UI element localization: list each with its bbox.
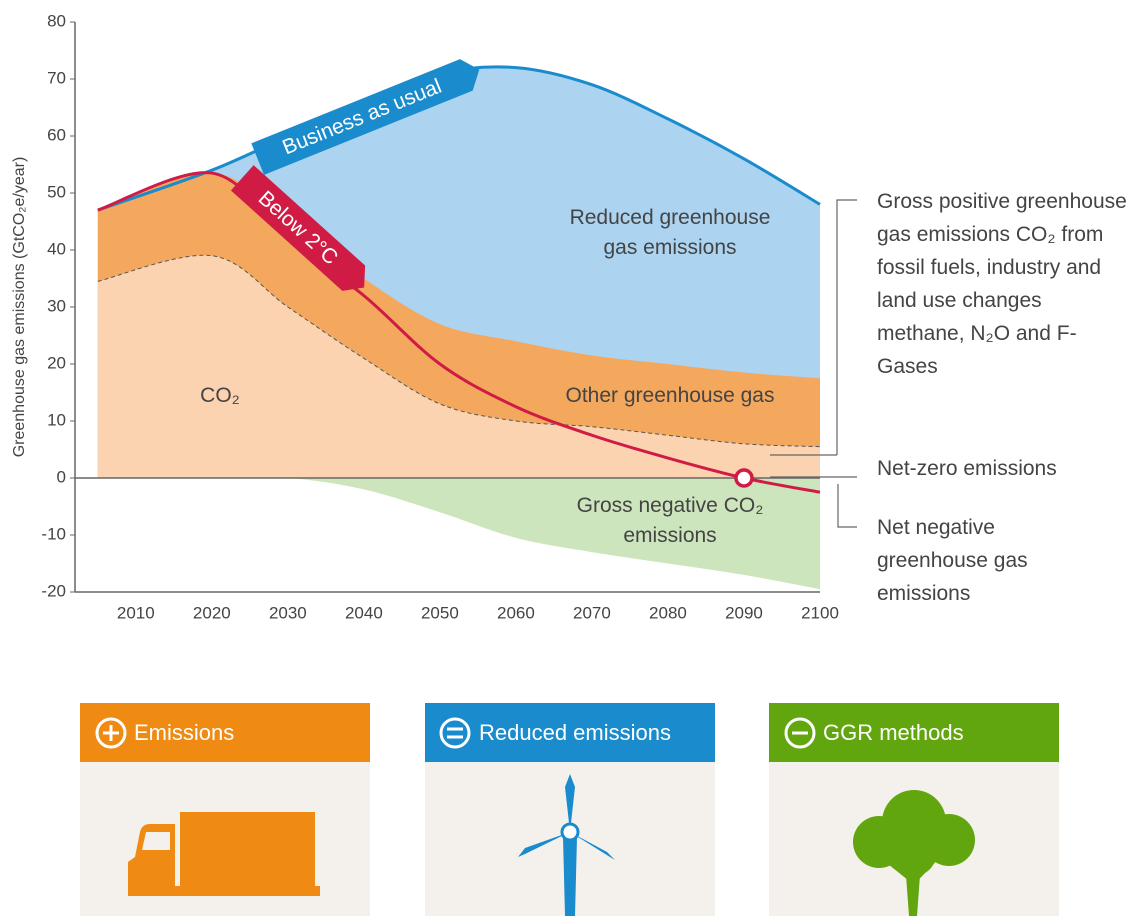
card-title: Reduced emissions (479, 719, 671, 745)
x-tick-label: 2030 (269, 603, 307, 622)
card: Emissions (80, 703, 370, 916)
y-tick-label: 30 (47, 296, 66, 315)
x-tick-label: 2070 (573, 603, 611, 622)
annotation: Net-zero emissions (877, 457, 1057, 480)
net-zero-marker (734, 468, 754, 488)
y-tick-label: -20 (41, 581, 66, 600)
tree-icon (853, 790, 975, 916)
y-tick-label: 20 (47, 353, 66, 372)
card-title: GGR methods (823, 719, 964, 745)
banner-shape (251, 59, 480, 175)
y-axis-label: Greenhouse gas emissions (GtCO₂e/year) (11, 157, 28, 458)
y-tick-label: 50 (47, 182, 66, 201)
area-label: Reduced greenhouse gas emissions (569, 206, 771, 259)
x-tick-label: 2010 (117, 603, 155, 622)
y-tick-label: 80 (47, 11, 66, 30)
area-label: Other greenhouse gas (565, 384, 775, 407)
x-tick-label: 2080 (649, 603, 687, 622)
x-tick-label: 2040 (345, 603, 383, 622)
area-label: Gross negative CO₂ emissions (576, 494, 764, 547)
y-tick-label: 60 (47, 125, 66, 144)
x-tick-label: 2050 (421, 603, 459, 622)
x-tick-label: 2100 (801, 603, 839, 622)
leader-line (836, 199, 857, 455)
area (97, 477, 820, 590)
x-tick-label: 2060 (497, 603, 535, 622)
annotation: Net negative greenhouse gas emissions (877, 516, 1028, 605)
y-tick-label: 70 (47, 68, 66, 87)
area-label: CO₂ (200, 384, 240, 407)
leader-line (837, 484, 857, 528)
y-tick-label: 40 (47, 239, 66, 258)
area (97, 255, 820, 478)
truck-icon (128, 812, 320, 896)
y-tick-label: 0 (57, 467, 66, 486)
banner-shape (230, 165, 366, 291)
x-tick-label: 2020 (193, 603, 231, 622)
x-tick-label: 2090 (725, 603, 763, 622)
turbine-icon (518, 774, 615, 916)
boundary-line (97, 254, 821, 448)
y-tick-label: 10 (47, 410, 66, 429)
card-title: Emissions (134, 719, 235, 745)
card: Reduced emissions (425, 703, 715, 916)
y-tick-label: -10 (41, 524, 66, 543)
annotation: Gross positive greenhouse gas emissions … (877, 190, 1127, 378)
card: GGR methods (769, 703, 1059, 916)
